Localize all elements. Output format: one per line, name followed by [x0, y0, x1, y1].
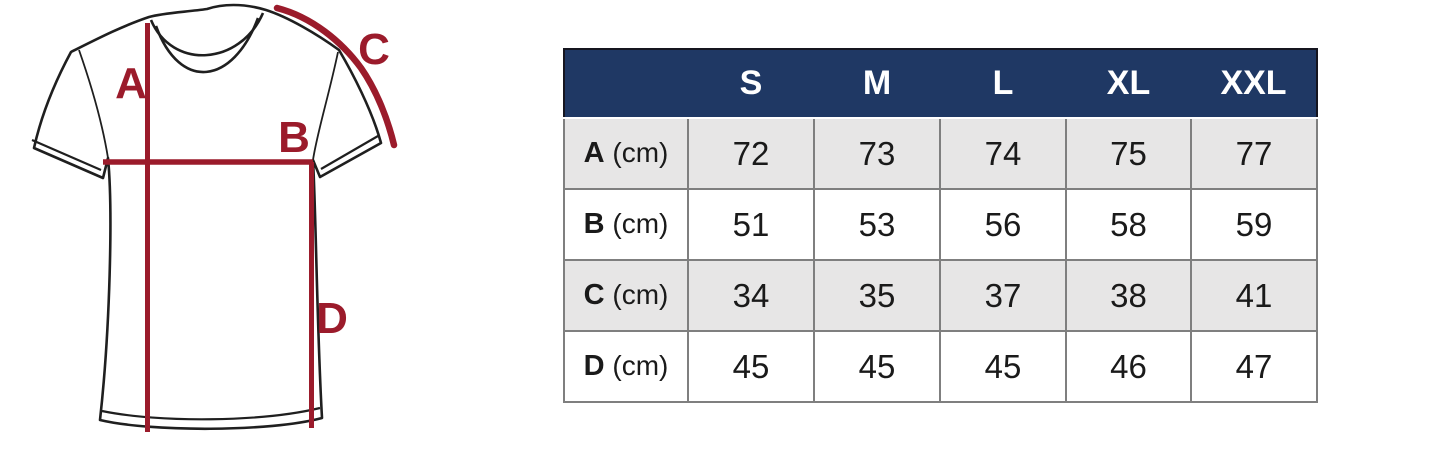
tshirt-diagram-svg: A B C D — [31, 3, 398, 432]
measurement-letter: B — [583, 208, 605, 240]
table-row-a: A (cm) 72 73 74 75 77 — [563, 117, 1318, 190]
left-cuff-line — [31, 138, 102, 172]
collar-inner-arc — [154, 17, 260, 74]
value-cell: 53 — [813, 188, 941, 261]
value-cell: 37 — [939, 259, 1067, 332]
measurement-unit: (cm) — [612, 208, 669, 239]
value-cell: 59 — [1190, 188, 1318, 261]
measure-label-c: C — [358, 25, 390, 74]
value-cell: 75 — [1065, 117, 1192, 190]
size-col-header-l: L — [940, 48, 1066, 119]
size-col-header-xxl: XXL — [1191, 48, 1318, 119]
value-cell: 72 — [687, 117, 815, 190]
measurement-unit: (cm) — [612, 279, 669, 310]
measure-label-d: D — [316, 294, 348, 343]
value-cell: 77 — [1190, 117, 1318, 190]
measurement-curve-c — [273, 4, 398, 149]
size-table: S M L XL XXL A (cm) 72 73 74 75 77 — [563, 48, 1318, 403]
measurement-unit: (cm) — [612, 137, 669, 168]
value-cell: 47 — [1190, 330, 1318, 403]
value-cell: 58 — [1065, 188, 1192, 261]
value-cell: 45 — [813, 330, 941, 403]
size-table-header-row: S M L XL XXL — [563, 48, 1318, 119]
value-cell: 45 — [687, 330, 815, 403]
value-cell: 41 — [1190, 259, 1318, 332]
measurement-unit: (cm) — [612, 350, 669, 381]
measure-label-a: A — [115, 59, 147, 108]
table-row-c: C (cm) 34 35 37 38 41 — [563, 259, 1318, 332]
value-cell: 74 — [939, 117, 1067, 190]
measurement-letter: C — [583, 279, 605, 311]
table-corner-cell — [563, 48, 688, 119]
value-cell: 73 — [813, 117, 941, 190]
value-cell: 35 — [813, 259, 941, 332]
value-cell: 46 — [1065, 330, 1192, 403]
measurement-label-cell: B (cm) — [563, 188, 689, 261]
table-row-b: B (cm) 51 53 56 58 59 — [563, 188, 1318, 261]
hem-line — [101, 406, 321, 421]
value-cell: 34 — [687, 259, 815, 332]
size-col-header-xl: XL — [1066, 48, 1191, 119]
right-cuff-line — [320, 135, 379, 170]
right-sleeve-seam — [312, 51, 339, 161]
size-col-header-m: M — [814, 48, 940, 119]
measurement-label-cell: A (cm) — [563, 117, 689, 190]
value-cell: 56 — [939, 188, 1067, 261]
measurement-label-cell: C (cm) — [563, 259, 689, 332]
value-cell: 45 — [939, 330, 1067, 403]
tshirt-outline — [32, 3, 383, 431]
value-cell: 38 — [1065, 259, 1192, 332]
measurement-letter: A — [583, 137, 605, 169]
measurement-letter: D — [583, 350, 605, 382]
tshirt-diagram: A B C D — [0, 0, 460, 451]
left-sleeve-seam — [78, 49, 109, 159]
table-row-d: D (cm) 45 45 45 46 47 — [563, 330, 1318, 403]
value-cell: 51 — [687, 188, 815, 261]
measurement-label-cell: D (cm) — [563, 330, 689, 403]
size-col-header-s: S — [688, 48, 814, 119]
measure-label-b: B — [278, 113, 310, 162]
